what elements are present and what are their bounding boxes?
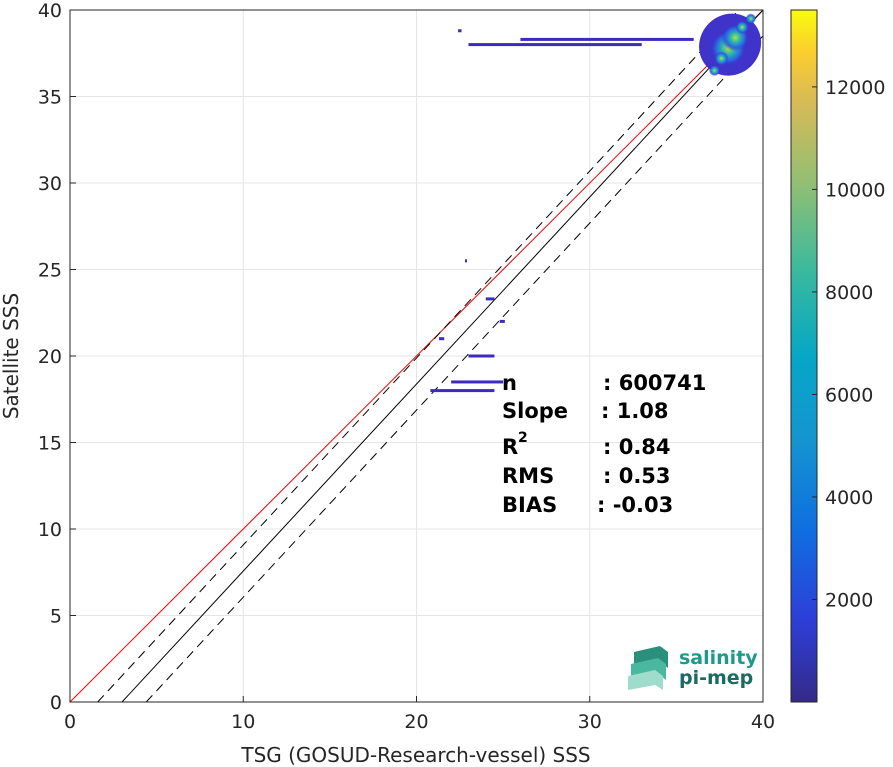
colorbar-tick-label: 10000: [825, 179, 885, 201]
regression-lines: [70, 10, 763, 702]
x-tick-label: 10: [231, 711, 255, 733]
colorbar: [790, 9, 818, 703]
waves-icon: [628, 646, 668, 690]
y-tick-label: 35: [38, 87, 62, 109]
salinity-pi-mep-logo: salinity pi-mep: [628, 646, 758, 690]
y-tick-label: 20: [38, 346, 62, 368]
stats-box: n : 600741 Slope : 1.08 R 2 : 0.84 RMS :…: [502, 371, 706, 517]
sparse-point-band: [499, 319, 505, 323]
density-points: [430, 13, 762, 393]
stat-r2-name: R: [502, 435, 518, 459]
stat-bias-name: BIAS: [502, 493, 557, 517]
sparse-point-band: [520, 37, 694, 41]
y-tick-label: 25: [38, 260, 62, 282]
stat-rms-value: : 0.53: [603, 464, 671, 488]
stat-n-value: : 600741: [603, 371, 706, 395]
stat-bias-value: : -0.03: [597, 493, 673, 517]
x-axis-label: TSG (GOSUD-Research-vessel) SSS: [240, 743, 590, 767]
identity-line: [70, 10, 763, 702]
logo-line1: salinity: [679, 647, 758, 669]
y-tick-label: 10: [38, 519, 62, 541]
x-tick-label: 40: [751, 711, 775, 733]
y-tick-label: 30: [38, 173, 62, 195]
density-cluster: [745, 13, 757, 24]
colorbar-tick-label: 4000: [825, 487, 873, 509]
y-tick-label: 0: [50, 692, 62, 714]
x-tick-label: 0: [64, 711, 76, 733]
colorbar-ticks: 2000 4000 6000 8000 10000 12000: [812, 77, 885, 611]
y-axis-label: Satellite SSS: [0, 293, 23, 419]
y-tick-label: 15: [38, 433, 62, 455]
colorbar-tick-label: 8000: [825, 282, 873, 304]
sparse-point-band: [468, 43, 642, 47]
fit-band-lower-line: [145, 35, 763, 702]
x-tick-label: 30: [578, 711, 602, 733]
x-tick-label: 20: [404, 711, 428, 733]
y-tick-label: 40: [38, 0, 62, 22]
y-axis-ticks: 0 5 10 15 20 25 30 35 40: [38, 0, 76, 714]
x-axis-ticks: 0 10 20 30 40: [64, 696, 775, 733]
stat-r2-superscript: 2: [518, 430, 528, 446]
fit-band-upper-line: [97, 10, 740, 702]
y-tick-label: 5: [50, 606, 62, 628]
density-cluster: [735, 20, 749, 34]
sparse-point-band: [485, 297, 495, 301]
sparse-point-band: [468, 354, 495, 358]
stat-n-name: n: [502, 371, 517, 395]
stat-r2-value: : 0.84: [603, 435, 671, 459]
stat-slope-name: Slope: [502, 399, 568, 423]
sparse-point-band: [458, 29, 462, 33]
density-cluster: [708, 64, 721, 77]
stat-rms-name: RMS: [502, 464, 554, 488]
stat-slope-value: : 1.08: [601, 399, 669, 423]
logo-line2: pi-mep: [679, 667, 753, 689]
colorbar-tick-label: 12000: [825, 77, 885, 99]
density-cluster: [714, 51, 729, 66]
sparse-point-band: [439, 337, 445, 341]
fit-line: [121, 10, 763, 702]
colorbar-tick-label: 6000: [825, 384, 873, 406]
sparse-point-band: [430, 389, 495, 393]
sparse-point-band: [451, 380, 504, 384]
sparse-point-band: [465, 259, 468, 263]
colorbar-tick-label: 2000: [825, 589, 873, 611]
